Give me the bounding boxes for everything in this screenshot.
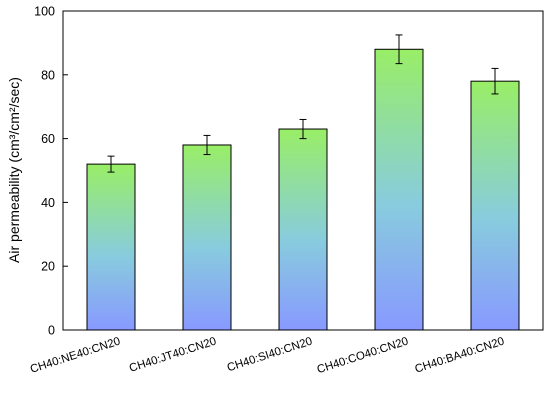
y-tick-label: 60 [41,132,55,146]
bar [182,144,232,331]
y-tick-label: 100 [34,5,55,19]
y-tick-label: 20 [41,260,55,274]
bar [470,80,520,331]
bar [278,128,328,331]
bar [86,163,136,331]
bar [374,48,424,331]
plot-area: 0 20 40 60 80 100 CH40:NE40:CN20 CH40:JT40:CN20… [29,5,544,376]
y-tick-label: 80 [41,68,55,82]
x-category-label: CH40:NE40:CN20 [29,335,122,375]
y-axis-title: Air permeability (cm³/cm²/sec) [6,77,22,263]
y-tick-label: 0 [48,324,55,338]
y-tick-label: 40 [41,196,55,210]
x-category-label: CH40:BA40:CN20 [413,335,505,375]
x-category-label: CH40:CO40:CN20 [316,335,410,376]
x-category-label: CH40:JT40:CN20 [128,335,218,374]
x-category-label: CH40:SI40:CN20 [226,335,314,374]
